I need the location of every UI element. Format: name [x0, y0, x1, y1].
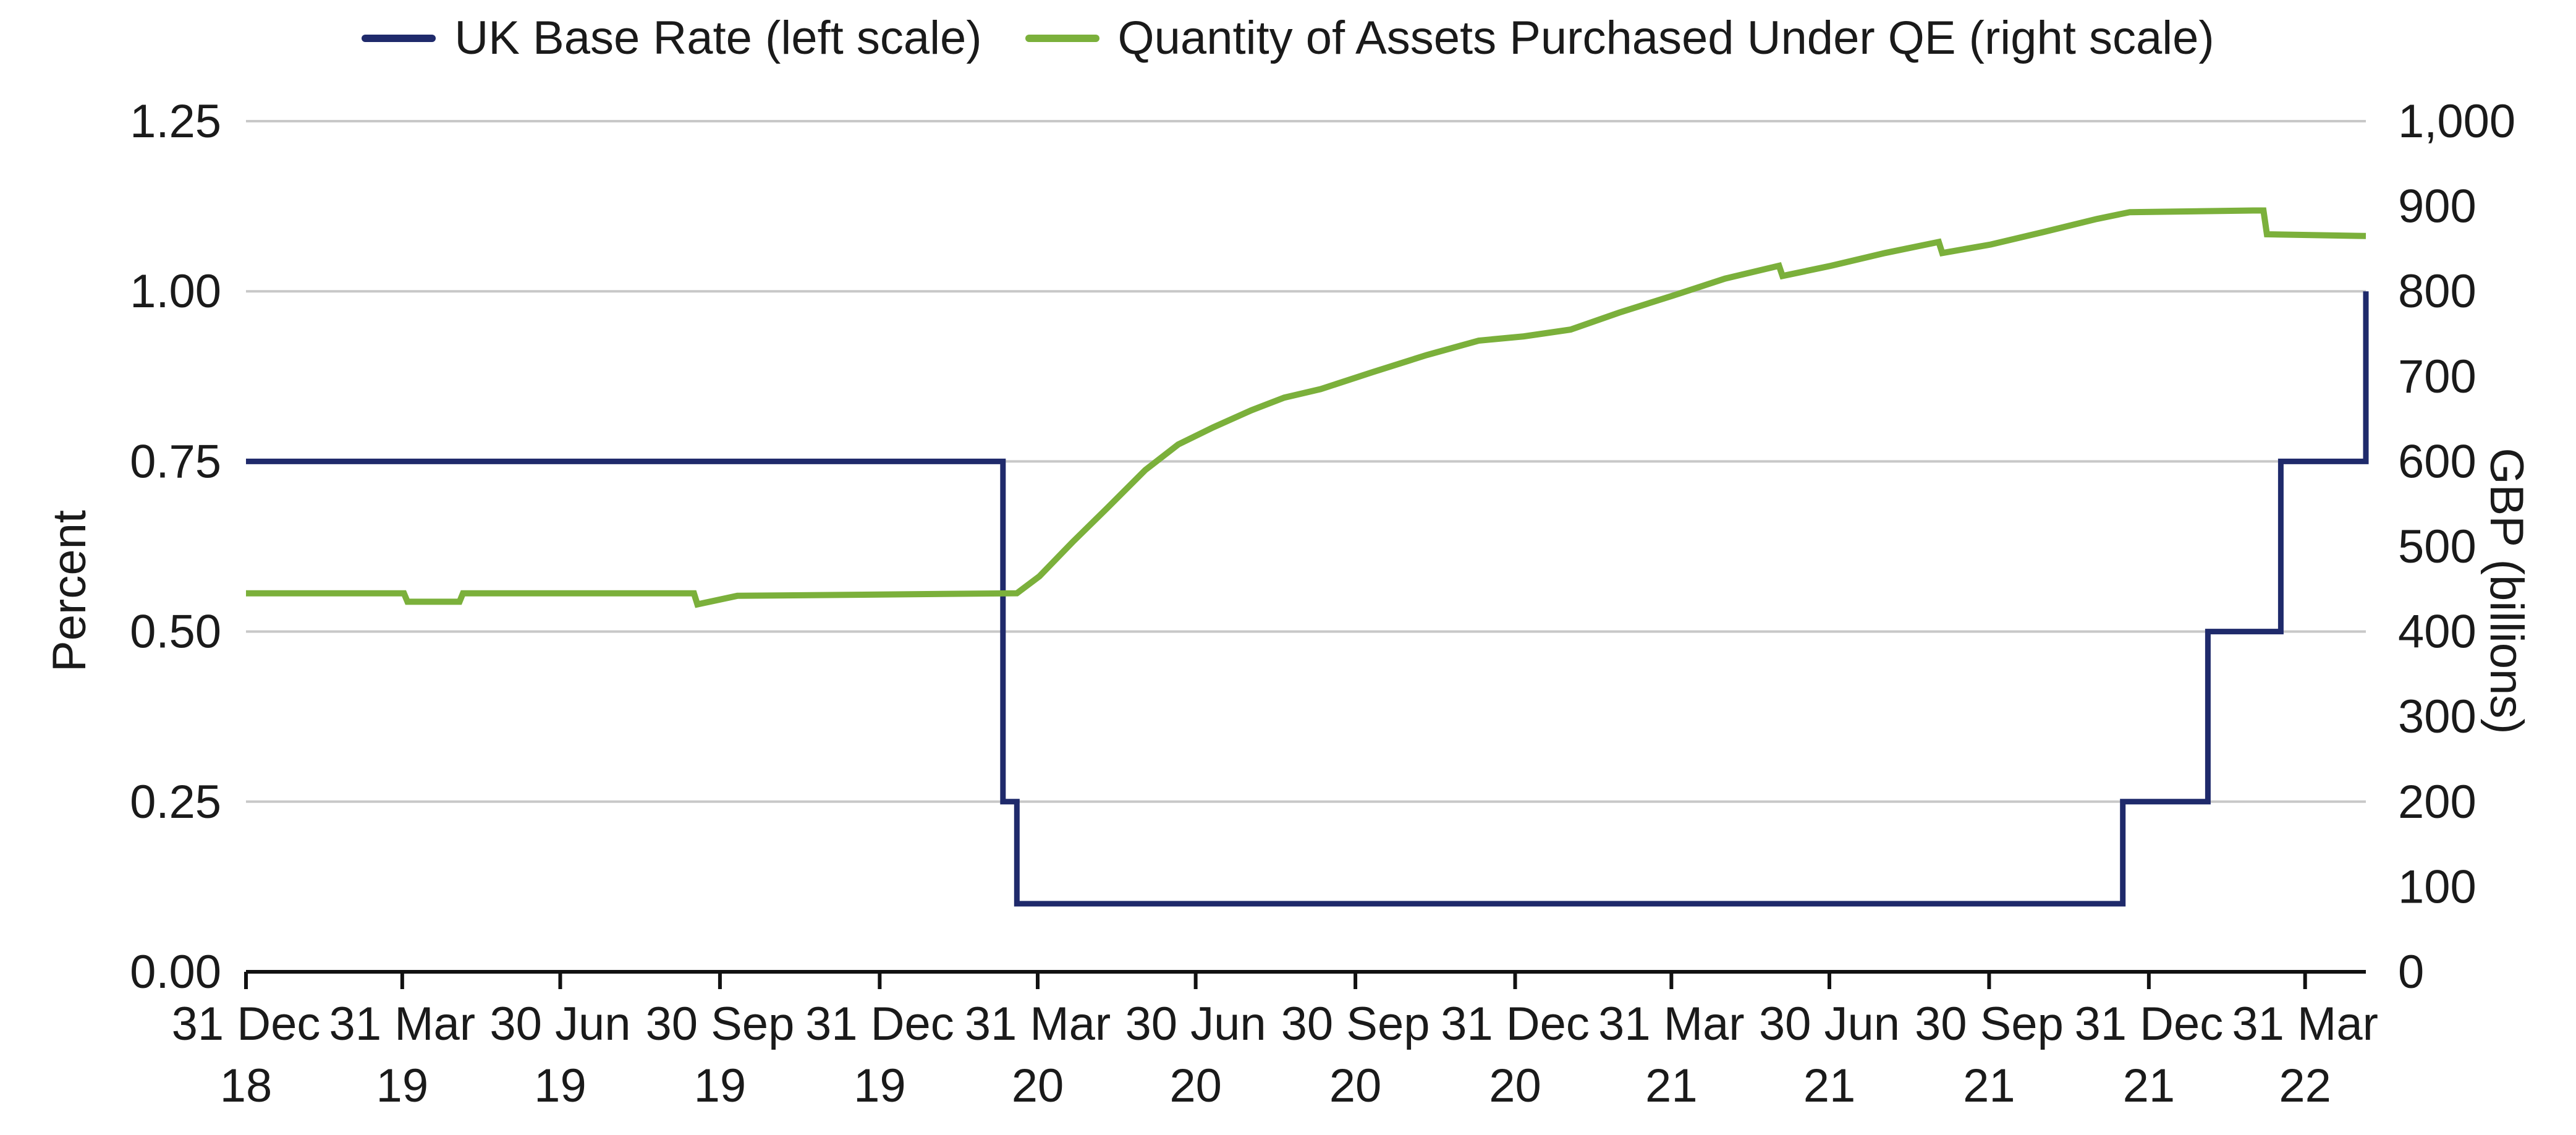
- right-tick-label: 900: [2398, 181, 2476, 233]
- x-tick-label-year: 20: [1012, 1060, 1064, 1112]
- gridlines: [246, 120, 2366, 803]
- x-tick-label: 31 Mar: [965, 998, 1111, 1050]
- x-tick-label-year: 20: [1489, 1060, 1541, 1112]
- legend-label-base-rate: UK Base Rate (left scale): [454, 12, 982, 64]
- right-tick-label: 0: [2398, 946, 2424, 998]
- x-tick-label-year: 21: [2123, 1060, 2176, 1112]
- x-tick-label: 30 Jun: [1125, 998, 1266, 1050]
- x-tick-label-year: 19: [854, 1060, 906, 1112]
- right-tick-label: 800: [2398, 265, 2476, 318]
- right-tick-label: 400: [2398, 606, 2476, 658]
- x-tick-label: 30 Sep: [1281, 998, 1430, 1050]
- x-axis-ticks: 31 Dec 18 31 Mar 19 30 Jun 19 30 Sep 19 31 Dec 19…: [172, 970, 2378, 1112]
- legend-swatch-qe: [1025, 34, 1099, 42]
- left-tick-label: 0.75: [130, 435, 221, 488]
- x-tick-label: 31 Dec: [1441, 998, 1590, 1050]
- legend-label-qe: Quantity of Assets Purchased Under QE (r…: [1117, 12, 2214, 64]
- x-tick-label-year: 20: [1329, 1060, 1382, 1112]
- right-axis-ticks: 0 100 200 300 400 500 600 700 800 900 1,000: [2398, 95, 2515, 998]
- right-tick-label: 200: [2398, 776, 2476, 828]
- x-tick-label-year: 21: [1645, 1060, 1698, 1112]
- right-tick-label: 700: [2398, 351, 2476, 403]
- x-tick-label: 30 Sep: [1915, 998, 2064, 1050]
- x-tick-label-year: 22: [2279, 1060, 2331, 1112]
- left-tick-label: 0.25: [130, 776, 221, 828]
- chart-legend: UK Base Rate (left scale) Quantity of As…: [0, 11, 2576, 65]
- x-tick-label-year: 21: [1803, 1060, 1856, 1112]
- x-tick-label-year: 19: [376, 1060, 429, 1112]
- right-tick-label: 600: [2398, 435, 2476, 488]
- x-tick-label: 30 Jun: [489, 998, 630, 1050]
- x-tick-label: 30 Jun: [1759, 998, 1900, 1050]
- x-tick-label-year: 20: [1169, 1060, 1222, 1112]
- right-tick-label: 500: [2398, 521, 2476, 573]
- x-tick-label-year: 21: [1963, 1060, 2015, 1112]
- series-line-base-rate: [246, 291, 2369, 907]
- x-tick-label-year: 19: [534, 1060, 587, 1112]
- series-line-qe: [246, 207, 2366, 608]
- x-tick-label: 31 Mar: [1598, 998, 1745, 1050]
- left-tick-label: 1.00: [130, 265, 221, 318]
- right-tick-label: 300: [2398, 691, 2476, 743]
- left-tick-label: 0.00: [130, 946, 221, 998]
- legend-item-base-rate: UK Base Rate (left scale): [362, 11, 982, 65]
- series-lines: [246, 207, 2369, 907]
- left-tick-label: 1.25: [130, 95, 221, 148]
- legend-swatch-base-rate: [362, 34, 436, 42]
- legend-item-qe: Quantity of Assets Purchased Under QE (r…: [1025, 11, 2214, 65]
- x-tick-label: 31 Dec: [805, 998, 954, 1050]
- right-tick-label: 100: [2398, 861, 2476, 913]
- left-axis-label: Percent: [43, 510, 96, 672]
- x-tick-label: 31 Mar: [2232, 998, 2378, 1050]
- left-tick-label: 0.50: [130, 606, 221, 658]
- x-tick-label: 30 Sep: [645, 998, 794, 1050]
- x-tick-label: 31 Dec: [172, 998, 321, 1050]
- x-tick-label-year: 18: [220, 1060, 273, 1112]
- right-axis-label: GBP (billions): [2480, 448, 2533, 734]
- x-tick-label: 31 Dec: [2074, 998, 2223, 1050]
- left-axis-ticks: 0.00 0.25 0.50 0.75 1.00 1.25: [130, 95, 221, 998]
- right-tick-label: 1,000: [2398, 95, 2515, 148]
- x-tick-label-year: 19: [694, 1060, 747, 1112]
- x-tick-label: 31 Mar: [329, 998, 476, 1050]
